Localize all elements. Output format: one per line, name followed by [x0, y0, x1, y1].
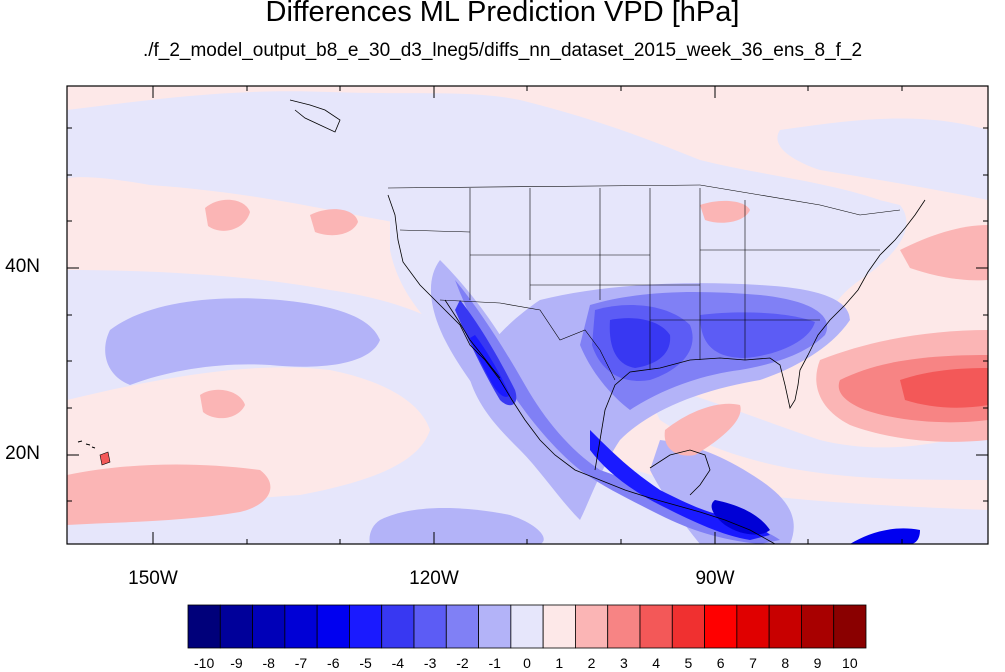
- field-blue-texas-center: [609, 318, 671, 368]
- colorbar-swatch: [252, 604, 286, 649]
- colorbar-swatch: [510, 604, 544, 649]
- lon-label-150w: 150W: [128, 568, 178, 589]
- colorbar-tick-label: -9: [230, 655, 243, 671]
- field-light-blue-gulf: [640, 380, 988, 480]
- hawaii-small-islands: [77, 440, 96, 449]
- hawaii-big-island: [99, 451, 111, 466]
- colorbar-tick-label: 9: [813, 655, 822, 671]
- colorbar-tick-label: 4: [652, 655, 661, 671]
- coastline-baja: [444, 299, 501, 379]
- colorbar-swatch: [413, 604, 447, 649]
- colorbar-tick-label: -5: [359, 655, 372, 671]
- field-red-pacific-patch-1: [205, 199, 250, 231]
- hawaii-islands: [77, 440, 111, 466]
- field-blue-pacific-south: [369, 508, 544, 544]
- colorbar-tick-label: -1: [488, 655, 501, 671]
- colorbar-tick-label: -3: [423, 655, 437, 671]
- colorbar-tick-label: -8: [262, 655, 275, 671]
- colorbar-swatch: [187, 604, 221, 649]
- colorbar-swatch: [768, 604, 802, 649]
- colorbar-tick-label: 0: [523, 655, 531, 671]
- plot-subtitle: ./f_2_model_output_b8_e_30_d3_lneg5/diff…: [142, 40, 863, 61]
- field-blue-mexico-spine: [455, 280, 780, 544]
- colorbar-tick-label: -7: [294, 655, 308, 671]
- colorbar-tick-label: -10: [194, 655, 215, 671]
- colorbar-swatch: [671, 604, 705, 649]
- coastline-east: [807, 199, 926, 356]
- colorbar-swatch: [801, 604, 835, 649]
- colorbar-swatch: [445, 604, 479, 649]
- field-red-atlantic-center: [900, 368, 988, 408]
- field-light-blue-north-atlantic: [777, 118, 988, 200]
- lat-label-40n: 40N: [5, 256, 40, 277]
- lon-label-90w: 90W: [695, 568, 735, 589]
- map-field: [67, 86, 988, 544]
- colorbar-swatch: [607, 604, 641, 649]
- map-ticks: [67, 86, 988, 544]
- coastline-alaska-panhandle: [289, 99, 341, 133]
- colorbar-swatch: [833, 604, 867, 649]
- colorbar-tick-label: 8: [781, 655, 790, 671]
- border-us-canada: [387, 184, 701, 189]
- colorbar-tick-label: -4: [391, 655, 405, 671]
- field-red-pacific-patch-3: [200, 389, 245, 419]
- colorbar-swatch: [284, 604, 318, 649]
- lon-label-120w: 120W: [409, 568, 459, 589]
- colorbar-tick-label: -2: [456, 655, 469, 671]
- field-red-hawaii-region: [67, 464, 271, 525]
- colorbar-tick-label: 3: [619, 655, 628, 671]
- colorbar-swatch: [478, 604, 512, 649]
- colorbar-swatch: [381, 604, 415, 649]
- colorbar-swatch: [639, 604, 673, 649]
- lat-label-20n: 20N: [5, 443, 40, 464]
- field-red-pacific-patch-2: [310, 209, 358, 236]
- field-blue-pacific-west: [105, 298, 381, 385]
- colorbar-swatch: [219, 604, 253, 649]
- field-blue-southeast-core: [700, 312, 815, 358]
- colorbar-tick-label: 2: [587, 655, 596, 671]
- coastline-north-america-west: [387, 194, 776, 544]
- colorbar-swatch: [736, 604, 770, 649]
- colorbar-tick-label: 1: [555, 655, 564, 671]
- colorbar-swatch: [316, 604, 350, 649]
- colorbar: [187, 604, 867, 649]
- political-borders: [387, 184, 901, 381]
- colorbar-swatch: [704, 604, 738, 649]
- border-us-mexico: [439, 299, 616, 381]
- colorbar-swatch: [575, 604, 609, 649]
- colorbar-swatch: [349, 604, 383, 649]
- colorbar-tick-label: -6: [327, 655, 340, 671]
- colorbar-tick-label: 10: [842, 655, 858, 671]
- plot-title: Differences ML Prediction VPD [hPa]: [265, 0, 740, 28]
- field-blue-central-america-core: [711, 500, 770, 535]
- colorbar-swatch: [542, 604, 576, 649]
- colorbar-tick-label: 6: [716, 655, 725, 671]
- field-red-northeast-atlantic: [900, 225, 988, 281]
- border-state-lines-1: [399, 188, 880, 370]
- coastline-yucatan: [649, 449, 711, 496]
- colorbar-tick-label: 5: [684, 655, 693, 671]
- border-canada-east: [699, 184, 901, 216]
- colorbar-tick-label: 7: [749, 655, 757, 671]
- field-red-gulf-east: [664, 403, 741, 456]
- field-red-northeast-small: [700, 200, 750, 223]
